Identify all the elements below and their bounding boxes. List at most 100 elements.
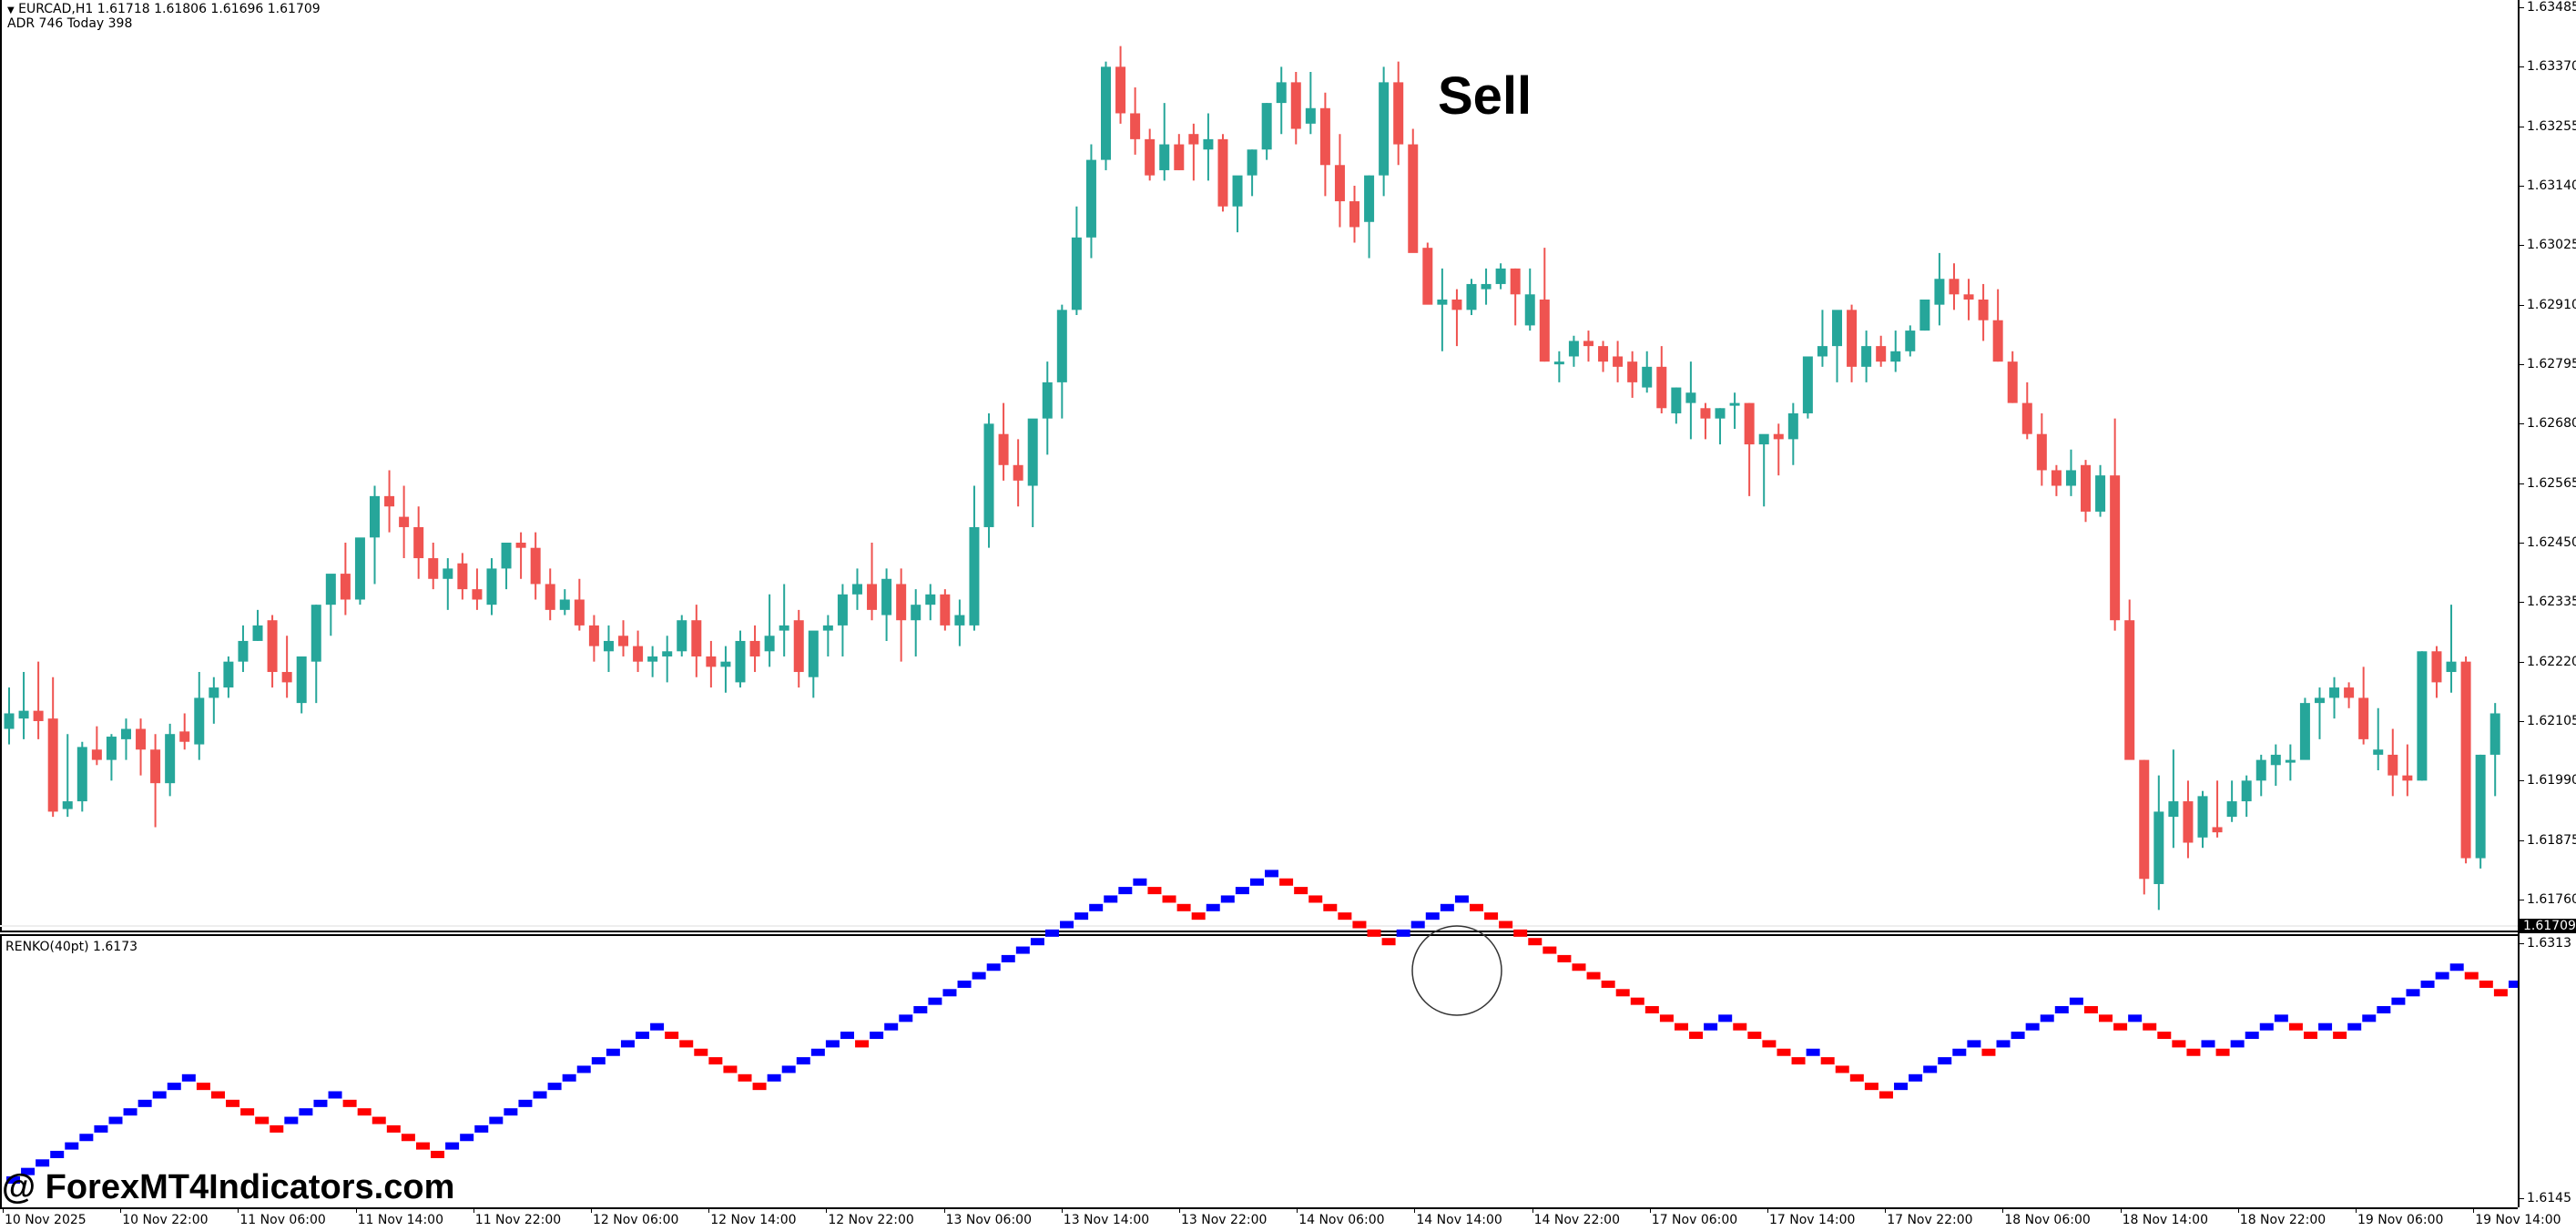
candle [1642, 366, 1653, 388]
candle [281, 672, 292, 683]
candle [399, 516, 410, 527]
candle [1700, 408, 1711, 419]
candle [1949, 279, 1960, 295]
renko-brick [636, 1032, 650, 1040]
candle [1349, 201, 1360, 228]
main-chart-pane[interactable]: ▼ EURCAD,H1 1.61718 1.61806 1.61696 1.61… [0, 0, 2518, 931]
renko-brick [1718, 1014, 1733, 1022]
candle [2081, 464, 2092, 512]
candle [76, 747, 87, 802]
renko-brick [1615, 989, 1630, 997]
renko-brick [137, 1099, 152, 1107]
candle [4, 713, 15, 729]
renko-brick [1352, 921, 1367, 929]
chart-canvas [4, 46, 2518, 1184]
renko-brick [1601, 980, 1615, 988]
candle [91, 749, 102, 760]
time-axis[interactable]: 10 Nov 2025 10 Nov 22:00 11 Nov 06:00 11 No… [0, 1207, 2561, 1231]
renko-brick [65, 1142, 79, 1150]
renko-brick [708, 1057, 723, 1065]
renko-brick [1791, 1057, 1806, 1065]
renko-brick [2464, 972, 2479, 980]
renko-brick [1820, 1057, 1835, 1065]
candle [896, 584, 907, 621]
renko-brick [1454, 895, 1469, 903]
candle [1495, 268, 1506, 284]
candle [911, 605, 921, 621]
renko-brick [1630, 997, 1644, 1005]
renko-brick [606, 1048, 620, 1056]
candle [1802, 356, 1813, 413]
candle [486, 568, 497, 605]
candle [574, 599, 585, 626]
renko-brick [2083, 1006, 2098, 1013]
renko-brick [2099, 1014, 2113, 1022]
candle [2285, 759, 2296, 763]
candle [252, 625, 263, 641]
candle [867, 584, 878, 610]
watermark-text: @ ForexMT4Indicators.com [2, 1168, 455, 1206]
candle [2373, 749, 2384, 755]
candle [1056, 310, 1067, 382]
candle [1364, 175, 1375, 222]
candle [1130, 113, 1141, 139]
renko-brick [576, 1065, 591, 1073]
candle [808, 630, 819, 677]
renko-brick [810, 1048, 825, 1056]
symbol-info: ▼ EURCAD,H1 1.61718 1.61806 1.61696 1.61… [7, 2, 321, 16]
candle [2095, 475, 2106, 512]
candle [2358, 697, 2369, 739]
renko-brick [210, 1091, 225, 1099]
candle [954, 615, 965, 626]
renko-brick [2333, 1032, 2347, 1040]
candle [501, 543, 512, 569]
renko-brick [1644, 1006, 1659, 1013]
candle [1305, 107, 1316, 124]
candle [106, 737, 117, 760]
renko-brick [1586, 972, 1601, 980]
renko-brick [650, 1022, 665, 1031]
renko-brick [328, 1091, 342, 1099]
renko-brick [1849, 1073, 1864, 1082]
renko-brick [1689, 1032, 1704, 1040]
renko-brick [1470, 903, 1483, 911]
renko-brick [2011, 1032, 2025, 1040]
renko-brick [1981, 1048, 1996, 1056]
pane-divider[interactable] [0, 931, 2518, 932]
renko-brick [1089, 903, 1104, 911]
candle [1319, 107, 1330, 166]
renko-brick [2391, 997, 2406, 1005]
renko-brick [562, 1073, 576, 1082]
renko-brick [1777, 1048, 1791, 1056]
collapse-triangle-icon[interactable]: ▼ [7, 5, 15, 15]
renko-brick [255, 1116, 270, 1124]
renko-brick [870, 1032, 884, 1040]
renko-indicator-pane[interactable]: RENKO(40pt) 1.6173 [0, 934, 2518, 1207]
renko-brick [299, 1108, 313, 1116]
renko-brick [1133, 878, 1147, 886]
candle [238, 640, 249, 662]
candle [2007, 361, 2018, 403]
candle [2153, 811, 2164, 884]
renko-brick [1499, 921, 1513, 929]
price-axis[interactable]: 1.63485 1.63370 1.63255 1.63140 1.63025 1.629… [2518, 0, 2576, 1207]
candle [969, 526, 980, 626]
renko-brick [2069, 997, 2083, 1005]
renko-brick [2479, 980, 2493, 988]
candle [2489, 713, 2500, 755]
renko-brick [1543, 946, 1557, 954]
renko-brick [1572, 963, 1586, 972]
renko-brick [1074, 912, 1089, 921]
renko-brick [2230, 1040, 2245, 1048]
candle [2036, 433, 2047, 471]
renko-brick [1265, 870, 1279, 878]
renko-brick [1279, 878, 1294, 886]
candle [1613, 356, 1624, 367]
renko-brick [796, 1057, 810, 1065]
renko-brick [270, 1124, 284, 1133]
candle [1334, 165, 1345, 202]
candle [1422, 248, 1433, 305]
candle [1408, 144, 1419, 253]
renko-brick [942, 989, 957, 997]
candle [998, 433, 1009, 465]
